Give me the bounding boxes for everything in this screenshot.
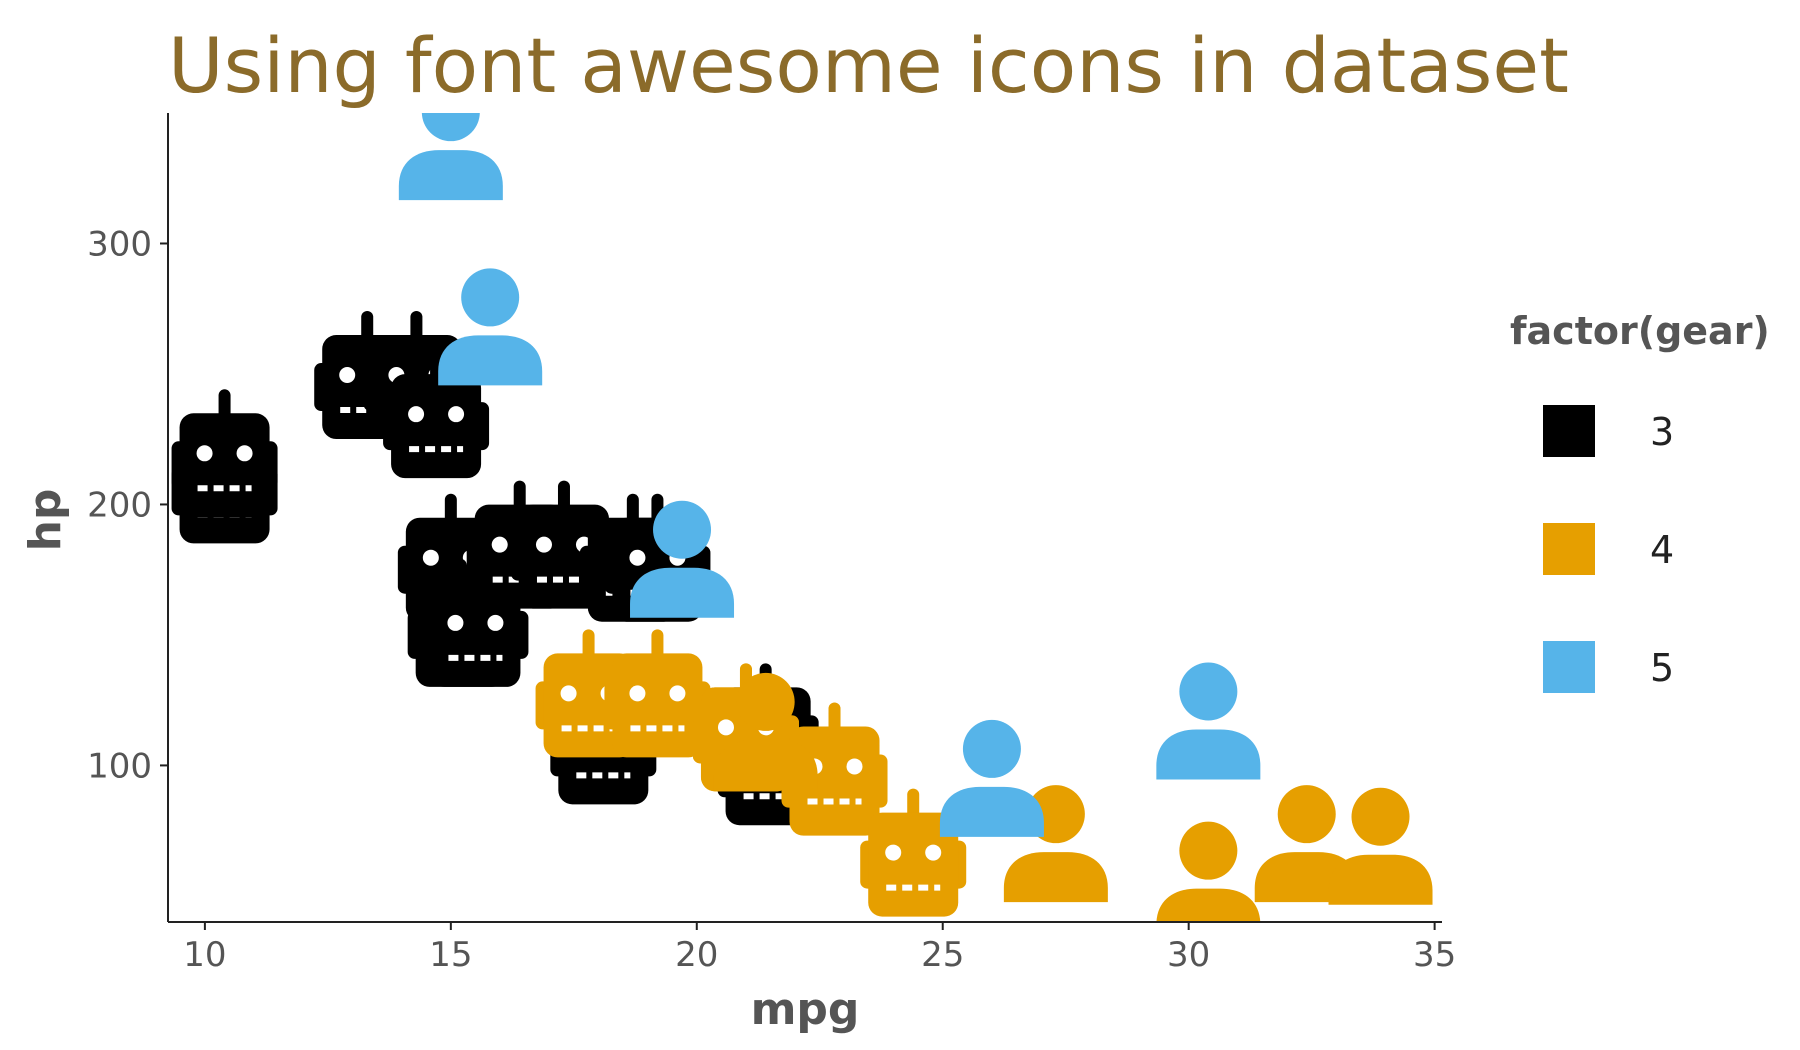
legend: 3 4 5 xyxy=(1543,405,1674,693)
data-point-robot-icon xyxy=(860,788,967,917)
x-tick-label: 10 xyxy=(183,935,226,975)
data-point-user-icon xyxy=(713,672,818,790)
data-point-user-icon xyxy=(438,268,543,386)
y-tick-label: 100 xyxy=(87,746,152,786)
axes: 10 15 20 25 30 35 100 200 300 xyxy=(87,113,1456,975)
data-point-robot-icon xyxy=(383,350,490,479)
data-point-user-icon xyxy=(939,719,1044,837)
legend-swatch-3 xyxy=(1543,405,1595,457)
data-point-robot-icon xyxy=(171,389,278,518)
legend-swatch-4 xyxy=(1543,523,1595,575)
y-tick-label: 300 xyxy=(87,224,152,264)
chart-title: Using font awesome icons in dataset xyxy=(168,21,1569,110)
data-point-user-icon xyxy=(398,113,503,201)
legend-label-4: 4 xyxy=(1650,528,1674,572)
x-tick-label: 25 xyxy=(921,935,964,975)
legend-label-3: 3 xyxy=(1650,410,1674,454)
x-tick-label: 15 xyxy=(429,935,472,975)
legend-title: factor(gear) xyxy=(1510,309,1770,353)
x-tick-label: 35 xyxy=(1413,935,1456,975)
legend-label-5: 5 xyxy=(1650,646,1674,690)
x-tick-label: 20 xyxy=(675,935,718,975)
data-point-user-icon xyxy=(1156,821,1261,922)
plot-area xyxy=(171,113,1433,922)
y-axis-title: hp xyxy=(20,489,71,552)
series-5 xyxy=(398,113,1261,837)
legend-swatch-5 xyxy=(1543,641,1595,693)
data-point-user-icon xyxy=(630,500,735,618)
data-point-robot-icon xyxy=(422,558,529,687)
x-axis-title: mpg xyxy=(751,984,860,1035)
data-point-user-icon xyxy=(1328,787,1433,905)
x-tick-label: 30 xyxy=(1167,935,1210,975)
y-tick-label: 200 xyxy=(87,485,152,525)
data-point-user-icon xyxy=(1156,662,1261,780)
series-4 xyxy=(535,629,1433,922)
